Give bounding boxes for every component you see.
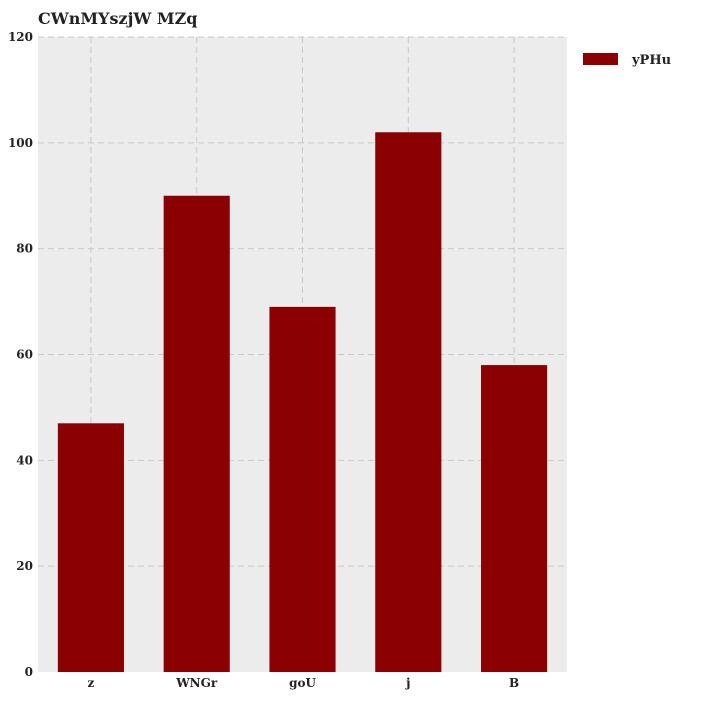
legend-swatch: [583, 53, 618, 65]
bars: [57, 132, 548, 672]
y-tick-label: 0: [25, 665, 33, 679]
y-tick-label: 40: [16, 453, 33, 467]
bar: [481, 365, 548, 672]
y-axis-tick-labels: 0 20 40 60 80 100 120: [8, 30, 33, 679]
y-tick-label: 20: [16, 559, 33, 573]
x-axis-tick-labels: z WNGr goU j B: [87, 676, 519, 690]
chart-title: CWnMYszjW MZq: [38, 9, 198, 28]
y-tick-label: 80: [16, 242, 33, 256]
x-tick-label: j: [405, 676, 410, 690]
x-tick-label: WNGr: [175, 676, 218, 690]
legend: yPHu: [583, 53, 671, 68]
x-tick-label: z: [87, 676, 94, 690]
bar: [57, 423, 124, 672]
bar: [163, 195, 230, 672]
x-tick-label: B: [509, 676, 519, 690]
legend-label: yPHu: [631, 53, 671, 68]
bar: [375, 132, 442, 672]
y-tick-label: 100: [8, 136, 33, 150]
y-tick-label: 120: [8, 30, 33, 44]
y-tick-label: 60: [16, 348, 33, 362]
x-tick-label: goU: [289, 676, 316, 690]
bar: [269, 306, 336, 672]
